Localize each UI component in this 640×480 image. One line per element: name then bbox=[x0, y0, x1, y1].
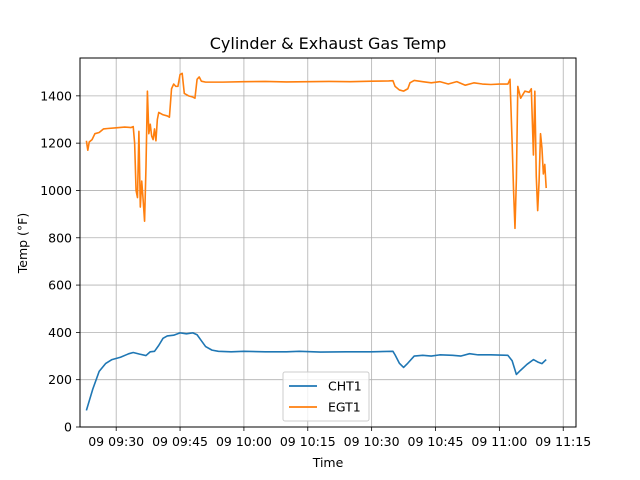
x-tick: 09 11:00 bbox=[471, 427, 527, 449]
x-tick: 09 10:30 bbox=[344, 427, 400, 449]
y-tick-label: 1000 bbox=[40, 183, 72, 198]
y-tick-label: 800 bbox=[48, 230, 72, 245]
y-tick: 800 bbox=[48, 230, 80, 245]
x-tick-label: 09 11:15 bbox=[535, 434, 591, 449]
x-axis-label: Time bbox=[312, 455, 344, 470]
y-tick: 1200 bbox=[40, 136, 80, 151]
x-tick-label: 09 09:30 bbox=[88, 434, 144, 449]
x-tick-label: 09 10:45 bbox=[408, 434, 464, 449]
x-tick-label: 09 10:30 bbox=[344, 434, 400, 449]
y-tick-label: 200 bbox=[48, 372, 72, 387]
legend-label: EGT1 bbox=[328, 400, 361, 415]
plot-frame bbox=[79, 57, 577, 428]
y-tick-label: 400 bbox=[48, 325, 72, 340]
x-tick-label: 09 09:45 bbox=[152, 434, 208, 449]
legend-label: CHT1 bbox=[328, 379, 362, 394]
legend: CHT1 EGT1 bbox=[282, 371, 370, 422]
y-tick: 200 bbox=[48, 372, 80, 387]
grid bbox=[80, 58, 576, 428]
x-tick: 09 09:45 bbox=[152, 427, 208, 449]
legend-item: CHT1 bbox=[289, 379, 362, 394]
chart-title: Cylinder & Exhaust Gas Temp bbox=[210, 34, 447, 53]
y-tick-label: 1400 bbox=[40, 88, 72, 103]
series-line-cht1 bbox=[85, 332, 547, 411]
y-tick-label: 600 bbox=[48, 278, 72, 293]
y-axis: 0 200 400 600 800 1000 1200 1400 bbox=[40, 88, 80, 435]
y-tick-label: 1200 bbox=[40, 136, 72, 151]
y-tick: 400 bbox=[48, 325, 80, 340]
x-tick-label: 09 11:00 bbox=[471, 434, 527, 449]
y-tick: 1000 bbox=[40, 183, 80, 198]
x-tick: 09 10:45 bbox=[408, 427, 464, 449]
x-tick-label: 09 10:15 bbox=[280, 434, 336, 449]
x-tick: 09 11:15 bbox=[535, 427, 591, 449]
series-lines bbox=[85, 72, 547, 411]
y-tick: 600 bbox=[48, 278, 80, 293]
y-tick-label: 0 bbox=[64, 420, 72, 435]
x-tick: 09 09:30 bbox=[88, 427, 144, 449]
y-tick: 0 bbox=[64, 420, 80, 435]
series-line-egt1 bbox=[85, 72, 547, 230]
x-axis: 09 09:30 09 09:45 09 10:00 09 10:15 09 10:30… bbox=[88, 427, 591, 449]
legend-item: EGT1 bbox=[289, 400, 361, 415]
x-tick-label: 09 10:00 bbox=[216, 434, 272, 449]
y-axis-label: Temp (°F) bbox=[15, 213, 30, 274]
y-tick: 1400 bbox=[40, 88, 80, 103]
legend-box bbox=[282, 371, 370, 422]
x-tick: 09 10:00 bbox=[216, 427, 272, 449]
x-tick: 09 10:15 bbox=[280, 427, 336, 449]
